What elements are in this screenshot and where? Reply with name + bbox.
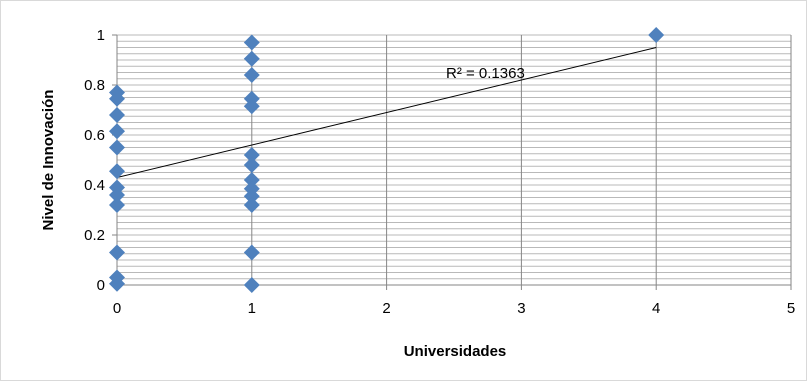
y-tick-label: 0 — [97, 277, 105, 294]
grid-lines — [117, 34, 792, 285]
data-point — [109, 163, 125, 180]
data-point — [243, 67, 260, 83]
data-point — [109, 107, 125, 123]
y-tick-label: 0.4 — [84, 177, 105, 194]
data-point — [109, 139, 125, 156]
trendline-group — [116, 47, 657, 178]
y-tick-label: 0.6 — [84, 127, 105, 144]
data-point — [243, 197, 260, 213]
data-point — [243, 34, 260, 51]
y-axis-title: Nivel de Innovación — [40, 90, 57, 231]
data-point — [243, 277, 260, 293]
x-axis-title: Universidades — [404, 343, 507, 360]
data-point — [109, 90, 125, 107]
x-tick-label: 5 — [787, 300, 795, 317]
data-points — [109, 27, 665, 293]
data-point — [243, 188, 260, 205]
data-point — [109, 244, 125, 261]
x-tick-label: 2 — [382, 300, 390, 317]
x-tick-label: 4 — [652, 300, 660, 317]
tick-labels: 0 0.2 0.4 0.6 0.8 1 0 1 2 3 4 5 — [84, 27, 795, 317]
data-point — [109, 187, 125, 203]
y-tick-label: 0.8 — [84, 77, 105, 94]
data-point — [243, 172, 260, 188]
x-tick-label: 1 — [248, 300, 256, 317]
data-point — [243, 157, 260, 173]
data-point — [109, 123, 125, 140]
x-tick-label: 3 — [517, 300, 525, 317]
data-point — [109, 197, 125, 213]
axes — [112, 34, 792, 290]
y-tick-label: 1 — [97, 27, 105, 44]
data-point — [648, 27, 665, 43]
data-point — [243, 244, 260, 261]
data-point — [243, 147, 260, 163]
trendline — [116, 47, 657, 178]
trendline-r2-label: R² = 0.1363 — [446, 65, 525, 82]
data-point — [243, 50, 260, 67]
x-tick-label: 0 — [113, 300, 121, 317]
y-tick-label: 0.2 — [84, 227, 105, 244]
data-point — [243, 98, 260, 115]
data-point — [109, 275, 125, 292]
